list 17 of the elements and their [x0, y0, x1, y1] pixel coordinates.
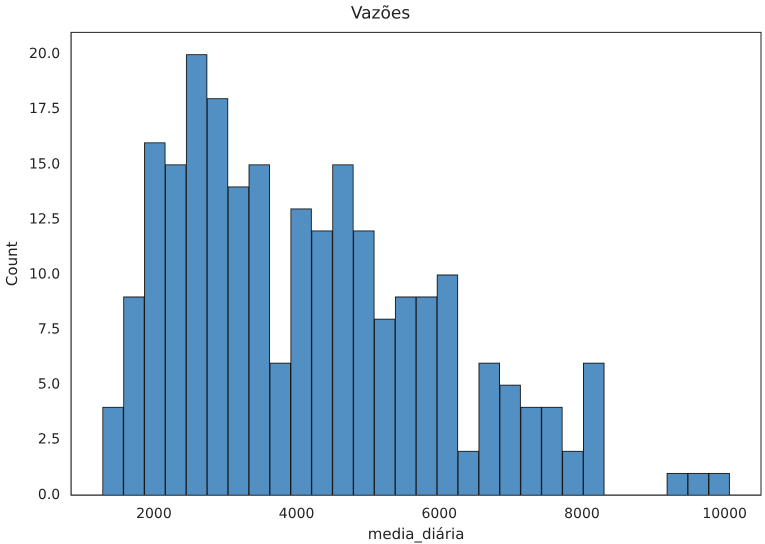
y-tick-label: 17.5: [29, 101, 60, 118]
x-tick-label: 10000: [702, 506, 747, 522]
x-tick-label: 6000: [421, 506, 458, 522]
y-tick-label: 7.5: [38, 322, 60, 338]
x-tick-label: 8000: [564, 506, 600, 522]
x-tick-label: 4000: [278, 506, 314, 522]
y-tick-label: 12.5: [29, 211, 60, 228]
chart-title: Vazões: [350, 4, 410, 24]
y-tick-label: 5.0: [38, 376, 60, 393]
x-axis-title: media_diária: [368, 524, 464, 543]
y-axis-title: Count: [2, 241, 21, 286]
y-tick-label: 15.0: [29, 156, 60, 172]
y-tick-label: 0.0: [38, 486, 60, 503]
x-tick-label: 2000: [136, 506, 172, 522]
y-tick-label: 10.0: [29, 266, 60, 282]
y-tick-label: 20.0: [29, 46, 60, 62]
y-tick-label: 2.5: [38, 432, 60, 448]
